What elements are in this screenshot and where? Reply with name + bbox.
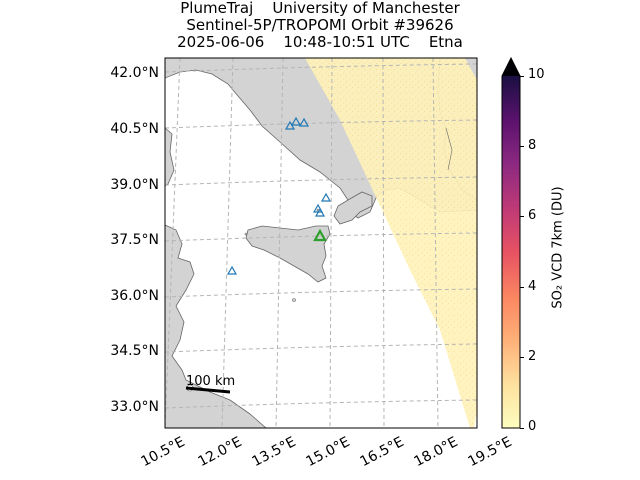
lat-label: 42.0°N	[110, 65, 159, 81]
title-line-3: 2025-06-06 10:48-10:51 UTC Etna	[177, 33, 463, 51]
island-egadi	[244, 232, 248, 236]
colorbar-frame	[501, 56, 521, 429]
lat-label: 40.5°N	[110, 121, 159, 137]
colorbar	[502, 76, 520, 428]
land-calabria	[333, 191, 373, 225]
colorbar-tick-mark	[520, 146, 524, 147]
colorbar-tick-label: 2	[528, 349, 537, 364]
border-line	[445, 127, 453, 171]
colorbar-tick-label: 10	[528, 67, 545, 82]
colorbar-tick-mark	[520, 76, 524, 77]
colorbar-label: SO₂ VCD 7km (DU)	[550, 186, 566, 309]
land-north-africa	[165, 224, 267, 428]
colorbar-tick-label: 4	[528, 279, 537, 294]
lat-label: 33.0°N	[110, 399, 159, 415]
scale-bar	[185, 386, 231, 394]
colorbar-tick-mark	[520, 287, 524, 288]
land-sardinia	[165, 127, 175, 187]
scale-bar-label: 100 km	[186, 374, 236, 389]
lat-label: 39.0°N	[110, 177, 159, 193]
title-line-2: Sentinel-5P/TROPOMI Orbit #39626	[186, 16, 454, 34]
target-volcano-marker	[313, 228, 327, 242]
colorbar-tick-label: 0	[528, 419, 537, 434]
volcano-marker	[290, 116, 302, 126]
colorbar-tick-label: 8	[528, 138, 537, 153]
colorbar-extend-arrow	[502, 58, 520, 76]
lat-label: 36.0°N	[110, 288, 159, 304]
volcano-marker	[320, 192, 332, 202]
land-sicily	[245, 225, 331, 283]
colorbar-tick-label: 6	[528, 208, 537, 223]
lat-label: 37.5°N	[110, 232, 159, 248]
graticule	[165, 58, 477, 428]
volcano-marker	[226, 265, 238, 275]
colorbar-tick-mark	[520, 428, 524, 429]
map-frame	[164, 57, 478, 429]
colorbar-tick-mark	[520, 216, 524, 217]
volcano-marker	[314, 207, 326, 217]
title-line-1: PlumeTraj University of Manchester	[180, 0, 460, 17]
land-malta	[292, 298, 296, 302]
volcano-marker	[298, 117, 310, 127]
lat-label: 34.5°N	[110, 343, 159, 359]
colorbar-tick-mark	[520, 357, 524, 358]
